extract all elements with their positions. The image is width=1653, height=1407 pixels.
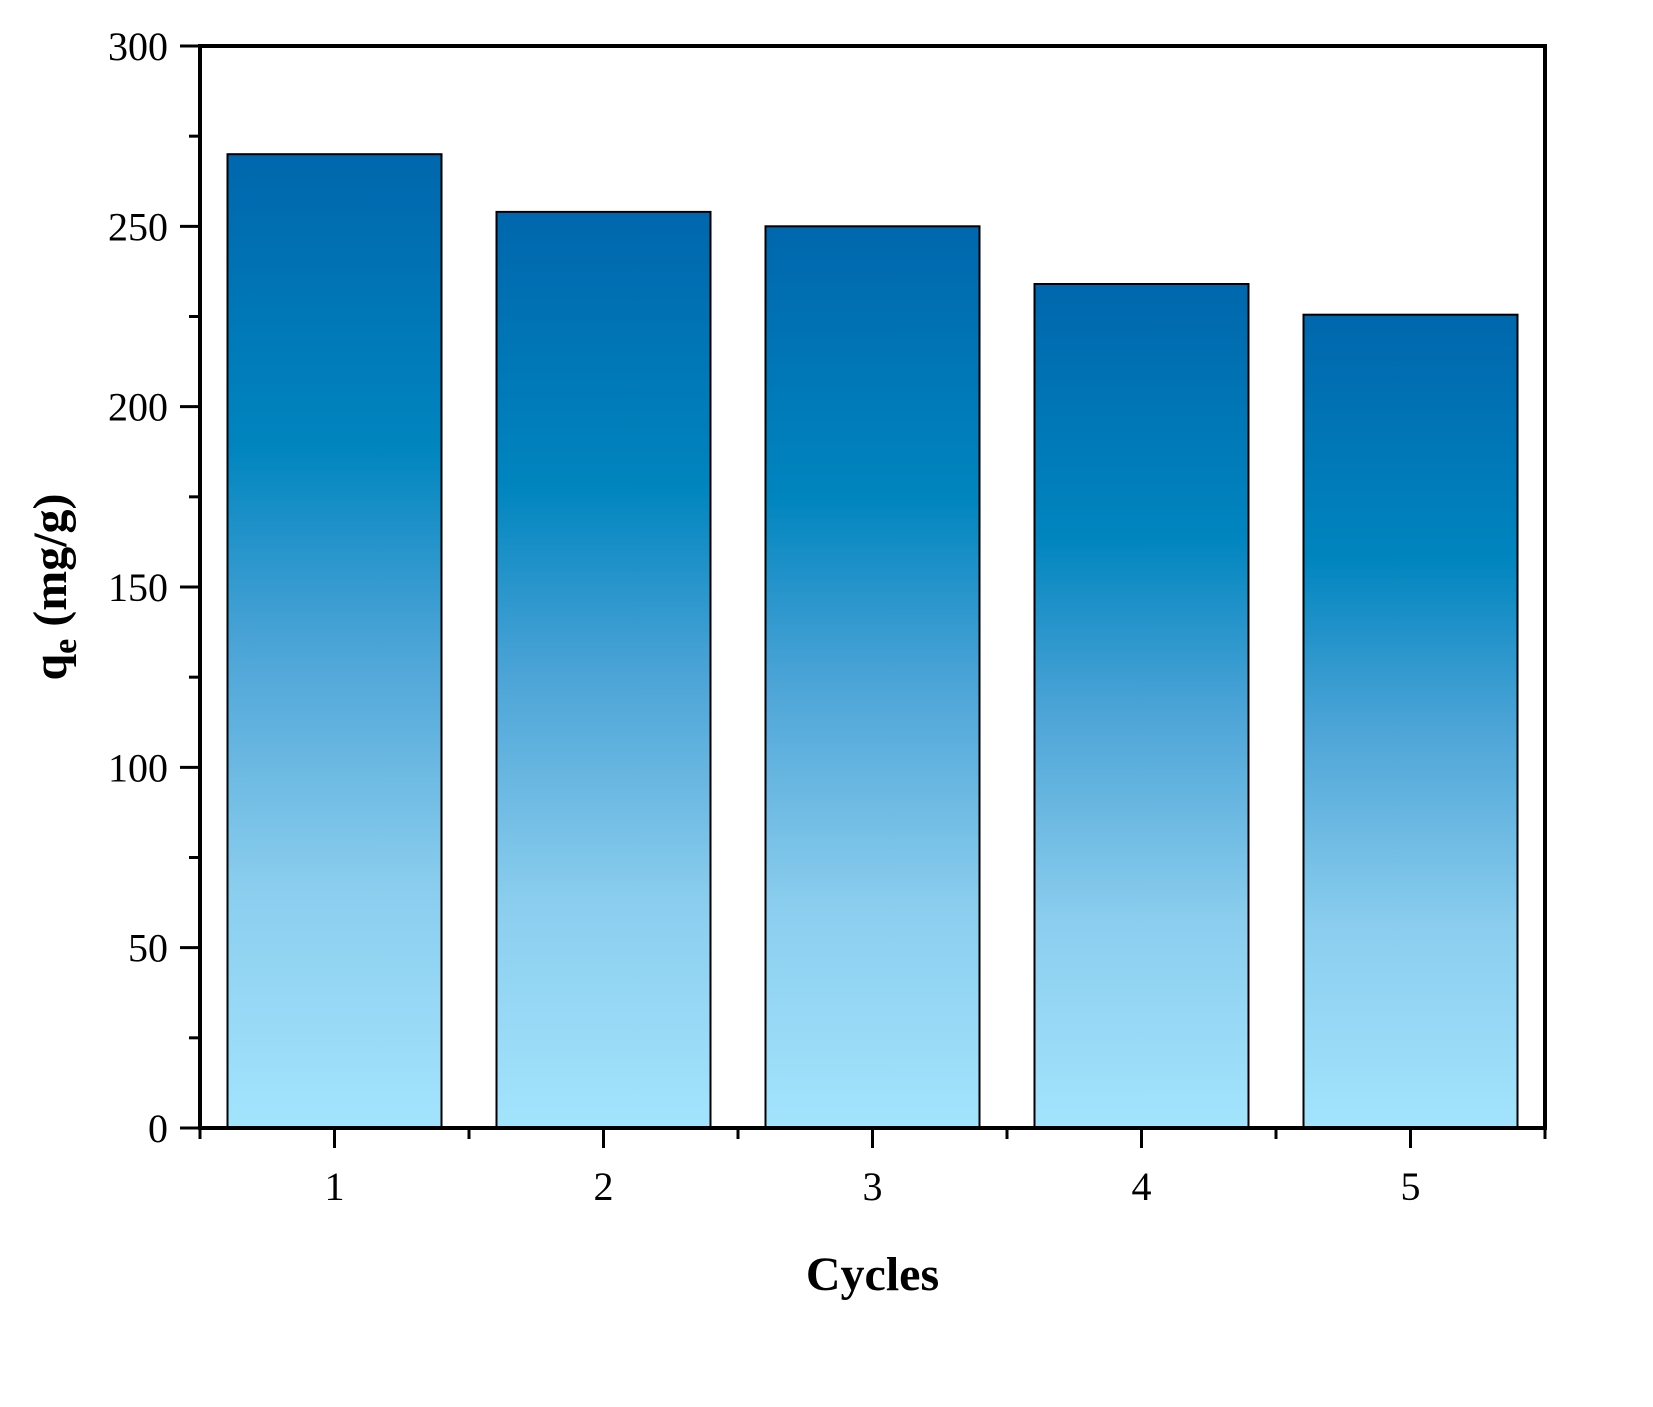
plot-frame [198,44,1547,1130]
y-tick-label: 150 [108,565,168,610]
x-tick-label: 2 [594,1164,614,1209]
x-tick-label: 1 [325,1164,345,1209]
y-axis-title-units: (mg/g) [24,493,77,638]
y-tick-label: 50 [128,926,168,971]
y-axis-title: qe (mg/g) [24,493,84,680]
y-tick-label: 250 [108,204,168,249]
x-tick-label: 5 [1401,1164,1421,1209]
y-tick-label: 0 [148,1106,168,1151]
bar-cycle-3 [764,225,981,1130]
y-tick-label: 300 [108,24,168,69]
bar-cycle-4 [1033,283,1250,1129]
svg-text:qe (mg/g): qe (mg/g) [24,493,84,680]
x-axis-ticks: 1 2 3 4 5 [198,1128,1547,1209]
bars-group [226,153,1519,1130]
y-tick-label: 200 [108,385,168,430]
bar-cycle-2 [495,210,712,1129]
y-axis-title-main: q [24,654,77,681]
y-axis-ticks: 0 50 100 150 200 250 300 [108,24,200,1151]
y-tick-label: 100 [108,745,168,790]
x-axis-title: Cycles [806,1248,939,1301]
y-axis-title-subscript: e [47,639,84,654]
x-tick-label: 3 [863,1164,883,1209]
x-tick-label: 4 [1132,1164,1152,1209]
bar-cycle-5 [1302,313,1519,1129]
bar-cycle-1 [226,153,443,1129]
